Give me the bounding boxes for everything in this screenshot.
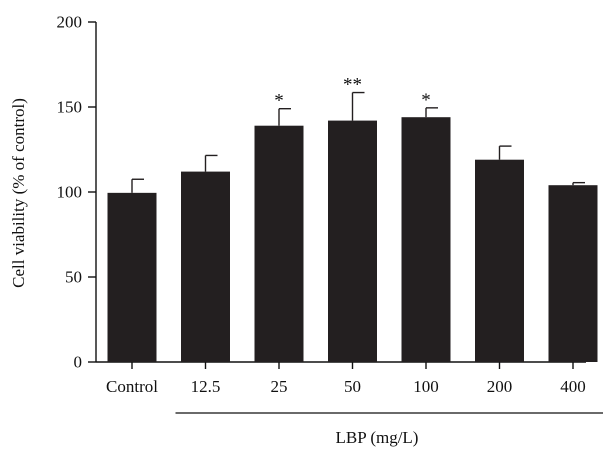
- y-tick-label: 150: [57, 98, 83, 117]
- y-tick-label: 200: [57, 13, 83, 32]
- y-axis-label: Cell viability (% of control): [9, 98, 28, 288]
- significance-marker: *: [274, 91, 284, 112]
- x-tick-label: 200: [487, 377, 513, 396]
- x-tick-label: 400: [560, 377, 586, 396]
- x-tick-label: Control: [106, 377, 158, 396]
- x-tick-label: 100: [413, 377, 439, 396]
- x-axis-label: LBP (mg/L): [336, 428, 419, 447]
- bar: [254, 125, 304, 362]
- significance-marker: *: [421, 90, 431, 111]
- y-tick-label: 0: [74, 353, 83, 372]
- x-tick-label: 25: [271, 377, 288, 396]
- x-tick-label: 50: [344, 377, 361, 396]
- bar: [475, 159, 524, 362]
- bar: [328, 120, 377, 362]
- labels: 0 50 100 150 200 Control 12.5 * 25 ** 50 * 100 200 400: [57, 13, 586, 397]
- bar: [548, 185, 598, 362]
- bar: [107, 192, 157, 362]
- y-tick-label: 50: [65, 268, 82, 287]
- bar: [181, 171, 230, 362]
- y-tick-label: 100: [57, 183, 83, 202]
- bar: [401, 117, 451, 362]
- significance-marker: **: [343, 75, 362, 96]
- bars: [107, 91, 598, 362]
- x-tick-label: 12.5: [191, 377, 221, 396]
